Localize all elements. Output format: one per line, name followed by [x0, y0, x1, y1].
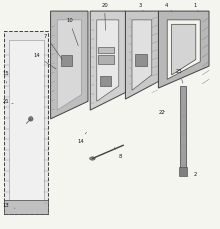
- Polygon shape: [132, 20, 152, 90]
- Bar: [100, 76, 111, 86]
- Polygon shape: [9, 40, 44, 202]
- Text: 20: 20: [101, 3, 108, 30]
- Polygon shape: [172, 24, 196, 75]
- Polygon shape: [51, 11, 88, 119]
- Polygon shape: [90, 11, 125, 110]
- Text: 23: 23: [176, 69, 183, 83]
- Text: 1: 1: [194, 3, 198, 11]
- Circle shape: [29, 117, 33, 121]
- Text: 7: 7: [44, 33, 62, 60]
- Text: 2: 2: [188, 172, 197, 177]
- Bar: [98, 47, 114, 53]
- Text: 14: 14: [77, 132, 86, 144]
- Polygon shape: [158, 11, 209, 88]
- Bar: [180, 86, 186, 169]
- Text: 10: 10: [66, 18, 78, 46]
- Polygon shape: [125, 11, 158, 99]
- Text: 15: 15: [2, 71, 9, 83]
- Ellipse shape: [90, 157, 95, 160]
- Text: 8: 8: [114, 147, 122, 160]
- Text: 22: 22: [158, 111, 165, 115]
- Bar: [4, 200, 48, 213]
- Polygon shape: [4, 31, 48, 213]
- Text: 13: 13: [2, 203, 15, 208]
- Text: 14: 14: [33, 53, 56, 69]
- Polygon shape: [57, 20, 81, 110]
- Bar: [61, 55, 72, 66]
- Polygon shape: [97, 20, 119, 101]
- Bar: [98, 55, 114, 64]
- Text: 3: 3: [139, 3, 143, 11]
- Text: 4: 4: [165, 3, 172, 11]
- Text: 21: 21: [2, 99, 13, 104]
- Bar: [135, 54, 147, 66]
- Bar: [179, 167, 187, 176]
- Polygon shape: [167, 20, 200, 79]
